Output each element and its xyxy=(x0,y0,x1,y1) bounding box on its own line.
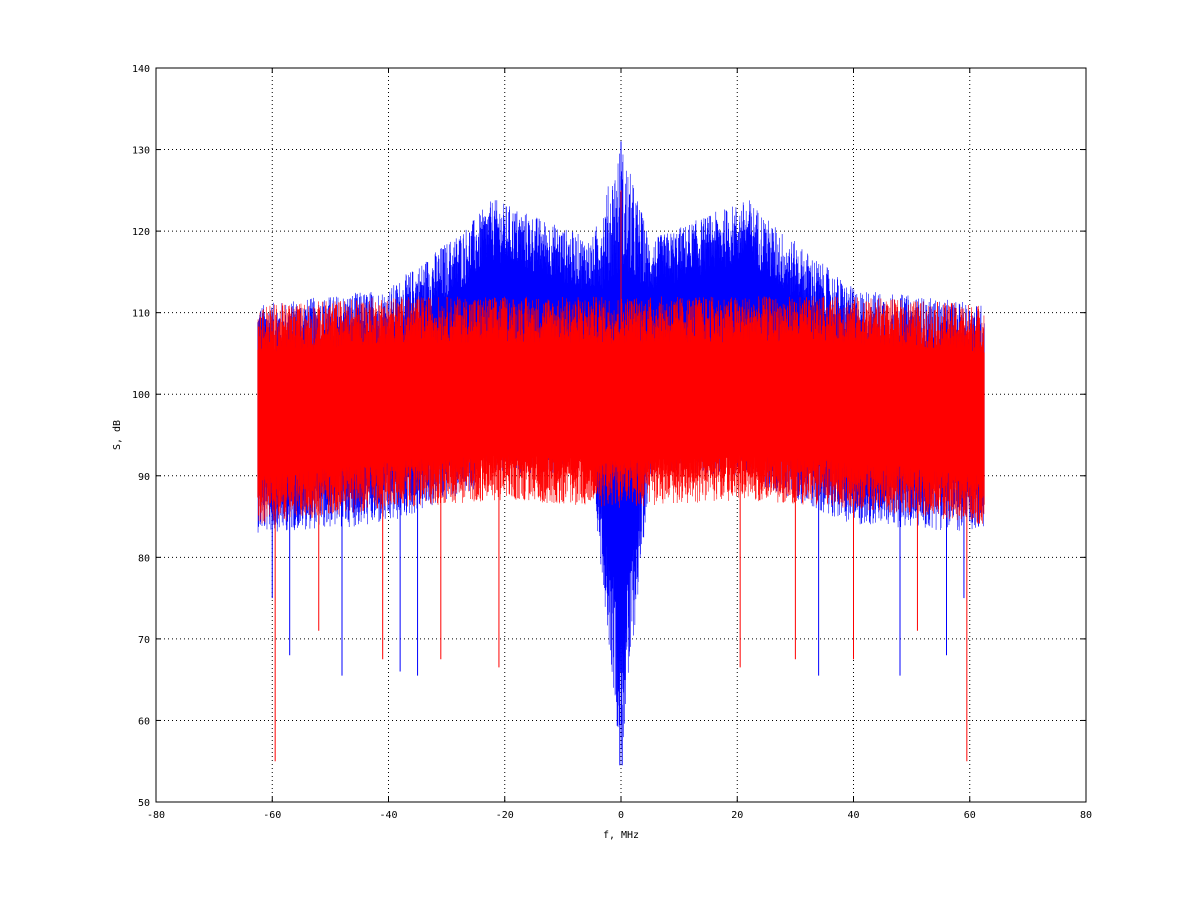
x-tick-label: -20 xyxy=(496,810,514,821)
y-tick-label: 100 xyxy=(132,390,150,401)
x-tick-label: -80 xyxy=(147,810,165,821)
y-tick-label: 70 xyxy=(138,635,150,646)
plot-area xyxy=(257,141,985,766)
y-tick-label: 80 xyxy=(138,553,150,564)
x-tick-label: 60 xyxy=(964,810,976,821)
y-tick-label: 50 xyxy=(138,798,150,809)
axis-ticks: -80 -60 -40 -20 0 20 40 60 80 50 60 70 80 90 100 110 120… xyxy=(132,64,1092,821)
y-axis-label: S, dB xyxy=(112,420,123,450)
x-axis-label: f, MHz xyxy=(603,830,639,841)
x-tick-label: -60 xyxy=(263,810,281,821)
y-tick-label: 90 xyxy=(138,472,150,483)
y-tick-label: 130 xyxy=(132,146,150,157)
x-tick-label: 80 xyxy=(1080,810,1092,821)
x-tick-label: 40 xyxy=(847,810,859,821)
y-tick-label: 60 xyxy=(138,716,150,727)
x-tick-label: 20 xyxy=(731,810,743,821)
y-tick-label: 120 xyxy=(132,227,150,238)
series-2 xyxy=(257,190,985,762)
x-tick-label: 0 xyxy=(618,810,624,821)
x-tick-label: -40 xyxy=(379,810,397,821)
y-tick-label: 110 xyxy=(132,309,150,320)
series-2-band xyxy=(257,296,985,524)
y-tick-label: 140 xyxy=(132,64,150,75)
